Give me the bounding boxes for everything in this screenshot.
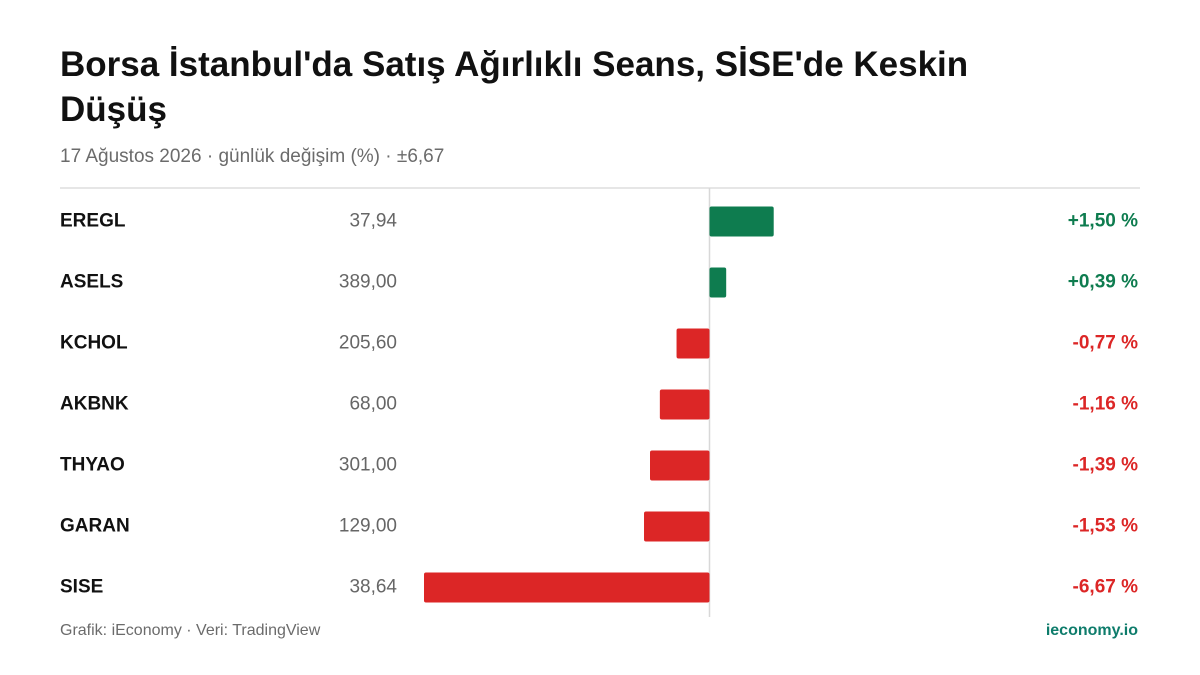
bar	[650, 450, 710, 481]
brand: ieconomy.io	[1046, 622, 1138, 639]
value-label: +0,39 %	[1068, 272, 1138, 293]
ticker: SISE	[60, 577, 103, 598]
ticker: THYAO	[60, 455, 125, 476]
value-label: -1,16 %	[1073, 394, 1139, 415]
value-label: -1,53 %	[1073, 516, 1139, 537]
price: 389,00	[339, 272, 397, 293]
price: 68,00	[349, 394, 397, 415]
bar	[659, 389, 710, 420]
ticker: ASELS	[60, 272, 123, 293]
bar	[709, 206, 774, 237]
value-label: -1,39 %	[1073, 455, 1139, 476]
value-label: -0,77 %	[1073, 333, 1139, 354]
bar	[644, 511, 710, 542]
price: 38,64	[349, 577, 397, 598]
price: 129,00	[339, 516, 397, 537]
ticker: AKBNK	[60, 394, 129, 415]
ticker: KCHOL	[60, 333, 128, 354]
value-label: -6,67 %	[1073, 577, 1139, 598]
value-label: +1,50 %	[1068, 211, 1138, 232]
chart-title: Borsa İstanbul'da Satış Ağırlıklı Seans,…	[60, 45, 969, 129]
bar	[676, 328, 710, 359]
chart-subtitle: 17 Ağustos 2026 · günlük değişim (%) · ±…	[60, 146, 445, 167]
ticker: GARAN	[60, 516, 130, 537]
price: 37,94	[349, 211, 397, 232]
source: Grafik: iEconomy · Veri: TradingView	[60, 622, 321, 639]
price: 301,00	[339, 455, 397, 476]
bar	[424, 572, 710, 603]
bar	[709, 267, 727, 298]
ticker: EREGL	[60, 211, 126, 232]
price: 205,60	[339, 333, 397, 354]
